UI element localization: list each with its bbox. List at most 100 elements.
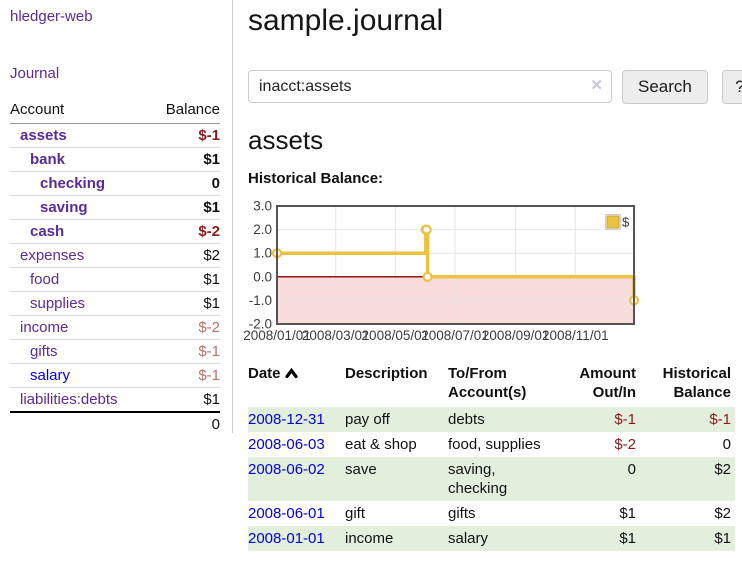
sidebar-item-journal[interactable]: Journal xyxy=(10,65,60,82)
accounts-col-balance: Balance xyxy=(149,98,220,124)
account-balance: $1 xyxy=(149,195,220,220)
help-button[interactable]: ? xyxy=(721,70,742,104)
register-row: 2008-06-01 gift gifts $1 $2 xyxy=(248,501,735,526)
svg-text:2008/05/01: 2008/05/01 xyxy=(362,328,430,343)
accounts-total-row: 0 xyxy=(10,411,220,436)
account-link[interactable]: salary xyxy=(30,367,71,384)
account-row: assets $-1 xyxy=(10,124,220,148)
account-row: income $-2 xyxy=(10,315,220,340)
register-col-description: Description xyxy=(345,365,428,382)
svg-text:-1.0: -1.0 xyxy=(249,293,272,308)
account-balance: 0 xyxy=(149,171,220,196)
transaction-balance: $1 xyxy=(640,526,735,551)
transaction-accounts: food, supplies xyxy=(448,436,541,453)
accounts-total-value: 0 xyxy=(149,411,220,436)
account-row: salary $-1 xyxy=(10,363,220,388)
svg-text:2008/01/01: 2008/01/01 xyxy=(243,328,311,343)
sort-up-icon xyxy=(284,365,298,384)
account-link[interactable]: gifts xyxy=(30,343,58,360)
register-row: 2008-01-01 income salary $1 $1 xyxy=(248,526,735,551)
account-balance: $1 xyxy=(149,267,220,292)
transaction-date-link[interactable]: 2008-01-01 xyxy=(248,530,325,547)
app-brand-link[interactable]: hledger-web xyxy=(10,8,93,25)
transaction-description: income xyxy=(345,526,448,551)
account-balance: $1 xyxy=(149,387,220,412)
register-col-accounts: To/From Account(s) xyxy=(448,365,527,401)
transaction-amount: $-2 xyxy=(614,436,636,453)
transaction-amount: $-1 xyxy=(561,407,640,432)
account-link[interactable]: supplies xyxy=(30,295,86,312)
accounts-col-account: Account xyxy=(10,98,150,124)
transaction-description: pay off xyxy=(345,407,448,432)
chart-title: Historical Balance: xyxy=(248,170,384,187)
account-row: cash $-2 xyxy=(10,219,220,244)
transaction-amount: $1 xyxy=(619,505,636,522)
account-balance: $-2 xyxy=(149,219,220,244)
sidebar: hledger-web Journal Account Balance asse… xyxy=(0,0,232,436)
transaction-date-link[interactable]: 2008-06-01 xyxy=(248,505,325,522)
account-link[interactable]: checking xyxy=(40,175,106,192)
account-balance: $2 xyxy=(149,243,220,268)
account-link[interactable]: cash xyxy=(30,223,65,240)
svg-text:3.0: 3.0 xyxy=(253,199,272,214)
search-button[interactable]: Search xyxy=(622,70,708,104)
account-row: bank $1 xyxy=(10,147,220,172)
page-title: sample.journal xyxy=(248,4,444,37)
svg-text:1.0: 1.0 xyxy=(253,246,272,261)
account-row: saving $1 xyxy=(10,195,220,220)
search-bar: ✕ Search ? xyxy=(248,70,742,104)
svg-text:2008/07/01: 2008/07/01 xyxy=(421,328,489,343)
account-link[interactable]: liabilities:debts xyxy=(20,391,118,408)
svg-text:$: $ xyxy=(622,215,630,230)
svg-text:-2.0: -2.0 xyxy=(249,317,272,332)
transaction-accounts: salary xyxy=(448,526,561,551)
account-row: expenses $2 xyxy=(10,243,220,268)
account-balance: $-1 xyxy=(149,339,220,364)
transaction-balance: $2 xyxy=(640,457,735,501)
account-link[interactable]: bank xyxy=(30,151,66,168)
transaction-date-link[interactable]: 2008-06-02 xyxy=(248,461,325,478)
register-row: 2008-06-03 eat & shop food, supplies $-2 0 xyxy=(248,432,735,457)
transaction-balance: 0 xyxy=(722,436,731,453)
account-row: food $1 xyxy=(10,267,220,292)
account-row: supplies $1 xyxy=(10,291,220,316)
account-heading: assets xyxy=(248,125,324,155)
account-link[interactable]: saving xyxy=(40,199,88,216)
account-balance: $-1 xyxy=(198,127,220,144)
register-col-date[interactable]: Date xyxy=(248,362,345,407)
search-input[interactable] xyxy=(248,70,612,103)
register-row: 2008-12-31 pay off debts $-1 $-1 xyxy=(248,407,735,432)
balance-chart: $3.0 2.0 1.0 0.0 -1.0 -2.0 2008/01/01 2008/03/0… xyxy=(240,196,742,348)
svg-text:0.0: 0.0 xyxy=(253,269,272,284)
sidebar-divider xyxy=(232,0,233,433)
transaction-description: save xyxy=(345,457,448,501)
register-col-balance: Historical Balance xyxy=(662,365,731,401)
transaction-description: eat & shop xyxy=(345,436,417,453)
account-link[interactable]: food xyxy=(30,271,60,288)
transaction-amount: $1 xyxy=(561,526,640,551)
transaction-description: gift xyxy=(345,505,366,522)
clear-search-icon[interactable]: ✕ xyxy=(590,77,603,94)
transaction-date-link[interactable]: 2008-12-31 xyxy=(248,411,325,428)
svg-text:2.0: 2.0 xyxy=(253,222,272,237)
transaction-accounts: gifts xyxy=(448,505,476,522)
account-row: gifts $-1 xyxy=(10,339,220,364)
account-link[interactable]: expenses xyxy=(20,247,85,264)
account-balance: $1 xyxy=(149,147,220,172)
svg-text:2008/11/01: 2008/11/01 xyxy=(542,328,609,343)
transaction-accounts: saving, checking xyxy=(448,457,561,501)
transaction-date-link[interactable]: 2008-06-03 xyxy=(248,436,325,453)
transaction-balance: $2 xyxy=(714,505,731,522)
account-row: checking 0 xyxy=(10,171,220,196)
account-link[interactable]: income xyxy=(20,319,69,336)
svg-text:2008/03/01: 2008/03/01 xyxy=(302,328,370,343)
transaction-accounts: debts xyxy=(448,407,561,432)
svg-text:2008/09/01: 2008/09/01 xyxy=(482,328,550,343)
register-row: 2008-06-02 save saving, checking 0 $2 xyxy=(248,457,735,501)
account-row: liabilities:debts $1 xyxy=(10,387,220,412)
register-table: Date Description To/From Account(s) Amou… xyxy=(248,362,735,551)
account-balance: $1 xyxy=(149,291,220,316)
transaction-amount: 0 xyxy=(561,457,640,501)
transaction-balance: $-1 xyxy=(640,407,735,432)
account-link[interactable]: assets xyxy=(20,127,67,144)
